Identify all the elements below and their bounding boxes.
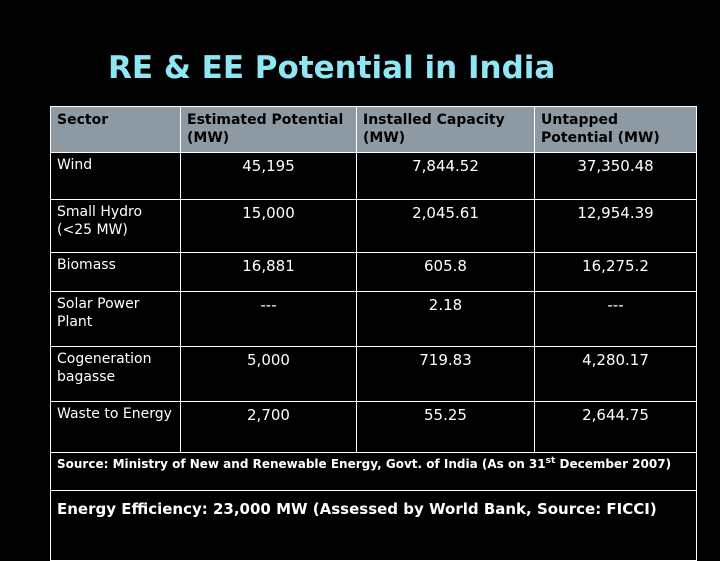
estimated-cell: 15,000 [180, 199, 357, 253]
sector-cell: Solar Power Plant [50, 291, 181, 347]
table-row: Waste to Energy 2,700 55.25 2,644.75 [50, 401, 697, 453]
untapped-cell: 12,954.39 [534, 199, 697, 253]
table-header-row: Sector Estimated Potential (MW) Installe… [50, 106, 697, 153]
installed-cell: 2,045.61 [356, 199, 535, 253]
source-note-prefix: Source: Ministry of New and Renewable En… [57, 457, 546, 471]
source-note-suffix: December 2007) [555, 457, 672, 471]
table-row: Wind 45,195 7,844.52 37,350.48 [50, 152, 697, 200]
untapped-cell: 37,350.48 [534, 152, 697, 200]
source-note-row: Source: Ministry of New and Renewable En… [50, 452, 697, 491]
table-row: Solar Power Plant --- 2.18 --- [50, 291, 697, 347]
installed-cell: 7,844.52 [356, 152, 535, 200]
header-untapped-potential: Untapped Potential (MW) [534, 106, 697, 153]
installed-cell: 719.83 [356, 346, 535, 402]
estimated-cell: 5,000 [180, 346, 357, 402]
estimated-cell: --- [180, 291, 357, 347]
header-installed-capacity: Installed Capacity (MW) [356, 106, 535, 153]
untapped-cell: 4,280.17 [534, 346, 697, 402]
estimated-cell: 16,881 [180, 252, 357, 292]
slide-title: RE & EE Potential in India [108, 50, 556, 86]
sector-cell: Waste to Energy [50, 401, 181, 453]
re-ee-potential-table: Sector Estimated Potential (MW) Installe… [50, 106, 697, 561]
sector-cell: Wind [50, 152, 181, 200]
untapped-cell: 16,275.2 [534, 252, 697, 292]
sector-cell: Biomass [50, 252, 181, 292]
estimated-cell: 2,700 [180, 401, 357, 453]
sector-cell: Cogeneration bagasse [50, 346, 181, 402]
energy-efficiency-row: Energy Efficiency: 23,000 MW (Assessed b… [50, 490, 697, 561]
table-row: Small Hydro (<25 MW) 15,000 2,045.61 12,… [50, 199, 697, 253]
untapped-cell: --- [534, 291, 697, 347]
energy-efficiency-note: Energy Efficiency: 23,000 MW (Assessed b… [50, 490, 697, 561]
installed-cell: 55.25 [356, 401, 535, 453]
source-note: Source: Ministry of New and Renewable En… [50, 452, 697, 491]
sector-cell: Small Hydro (<25 MW) [50, 199, 181, 253]
table-row: Cogeneration bagasse 5,000 719.83 4,280.… [50, 346, 697, 402]
estimated-cell: 45,195 [180, 152, 357, 200]
installed-cell: 605.8 [356, 252, 535, 292]
header-estimated-potential: Estimated Potential (MW) [180, 106, 357, 153]
untapped-cell: 2,644.75 [534, 401, 697, 453]
installed-cell: 2.18 [356, 291, 535, 347]
header-sector: Sector [50, 106, 181, 153]
source-note-ordinal: st [545, 456, 556, 466]
table-row: Biomass 16,881 605.8 16,275.2 [50, 252, 697, 292]
